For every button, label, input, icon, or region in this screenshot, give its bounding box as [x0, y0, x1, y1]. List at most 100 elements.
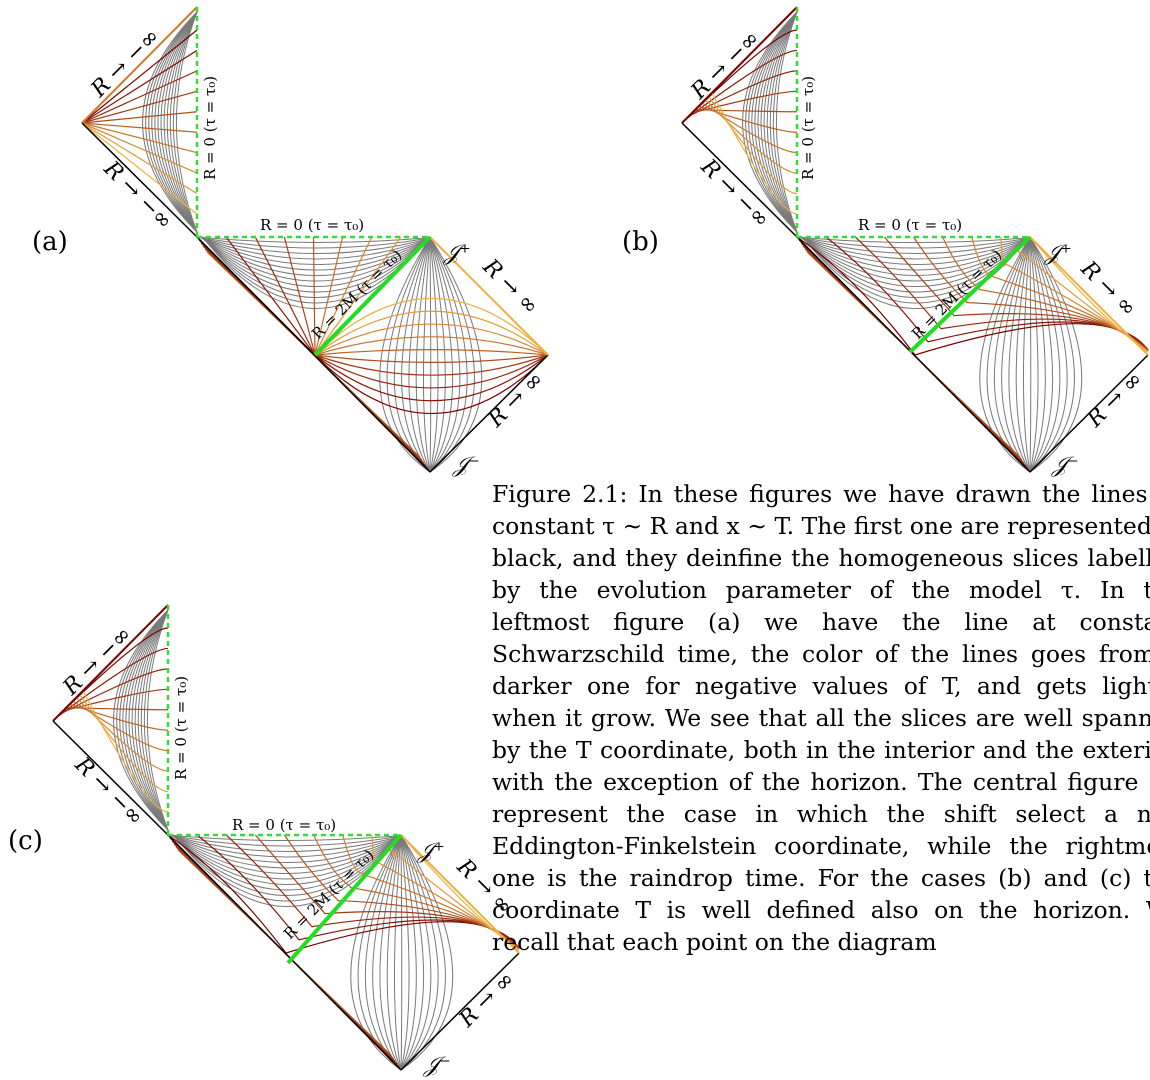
constant-tau-curve: [143, 609, 169, 831]
constant-t-curve: [81, 90, 198, 124]
panel-b-scri-plus: 𝒥⁺: [1044, 241, 1072, 266]
constant-tau-curve: [415, 236, 431, 473]
constant-tau-curve: [379, 834, 402, 1071]
constant-t-curve: [342, 834, 364, 874]
constant-t-curve: [284, 834, 339, 901]
constant-t-curve: [825, 236, 929, 343]
constant-tau-curve: [1029, 236, 1061, 473]
past-null-boundary: [796, 236, 1031, 473]
constant-t-curve: [314, 336, 549, 356]
constant-t-curve: [688, 70, 798, 117]
panel-a-r-inf-upper: R → ∞: [477, 254, 543, 320]
constant-t-curve: [314, 236, 402, 356]
constant-t-curve: [254, 236, 316, 356]
constant-tau-curve: [160, 11, 198, 233]
constant-tau-curve: [742, 11, 798, 233]
constant-t-curve: [313, 834, 352, 888]
constant-tau-curve: [979, 236, 1031, 473]
constant-t-curve: [704, 99, 798, 174]
constant-tau-curve: [166, 11, 198, 233]
constant-tau-curve: [429, 236, 446, 473]
constant-tau-curve: [169, 834, 399, 863]
constant-t-curve: [75, 697, 169, 772]
panel-c-r-inf-lower: R → ∞: [454, 967, 520, 1033]
past-null-boundary: [196, 236, 431, 473]
constant-tau-curve: [137, 609, 169, 831]
panel-b-scri-minus: 𝒥⁻: [1051, 453, 1079, 478]
constant-t-curve: [691, 90, 798, 114]
constant-tau-curve: [1029, 236, 1054, 473]
panel-b-label: (b): [622, 227, 659, 257]
panel-b: (b) R → −∞ R → −∞ R = 0 (τ = τ₀) R = 0 (…: [622, 6, 1149, 478]
constant-tau-curve: [400, 834, 432, 1071]
panel-a-label: (a): [32, 227, 68, 257]
panel-a-r-zero-horizontal: R = 0 (τ = τ₀): [260, 216, 364, 234]
constant-tau-curve: [1015, 236, 1031, 473]
constant-tau-curve: [798, 236, 1029, 254]
constant-tau-curve: [148, 11, 198, 233]
constant-t-curve: [796, 236, 916, 356]
constant-tau-curve: [401, 236, 431, 473]
constant-t-curve: [314, 236, 373, 356]
panel-c-label: (c): [8, 826, 43, 856]
constant-tau-curve: [429, 236, 468, 473]
constant-tau-curve: [1029, 236, 1039, 473]
constant-t-curve: [314, 354, 549, 389]
constant-t-curve: [314, 354, 549, 415]
constant-tau-curve: [200, 236, 426, 282]
constant-tau-curve: [172, 11, 198, 233]
constant-tau-curve: [170, 834, 398, 874]
panel-a-scri-minus: 𝒥⁻: [452, 453, 480, 478]
panel-c-scri-plus: 𝒥⁺: [417, 839, 445, 864]
panel-c: (c) R → −∞ R → −∞ R = 0 (τ = τ₀) R = 0 (…: [8, 604, 520, 1078]
constant-tau-curve: [157, 11, 198, 233]
panel-a: (a) R → −∞ R → −∞ R = 0 (τ = τ₀) R = 0 (…: [32, 6, 549, 478]
constant-tau-curve: [146, 609, 169, 831]
constant-tau-curve: [429, 236, 439, 473]
panel-c-r-zero-vertical: R = 0 (τ = τ₀): [172, 676, 190, 780]
constant-t-curve: [314, 236, 344, 356]
scri-minus-boundary: [1029, 354, 1149, 473]
constant-t-curve: [81, 122, 198, 215]
constant-tau-curve: [754, 11, 798, 233]
panel-b-r-inf-lower: R → ∞: [1082, 367, 1148, 433]
panel-c-r-neg-inf-upper: R → −∞: [58, 622, 137, 701]
constant-t-curve: [711, 92, 798, 215]
constant-tau-curve: [1008, 236, 1031, 473]
constant-tau-curve: [798, 236, 1028, 265]
constant-t-curve: [314, 354, 549, 402]
constant-tau-curve: [400, 834, 403, 1071]
constant-tau-curve: [199, 236, 427, 271]
constant-t-curve: [225, 236, 316, 356]
left-null-boundary-lower: [81, 122, 198, 238]
panel-c-scri-minus: 𝒥⁻: [423, 1053, 451, 1078]
constant-tau-curve: [757, 11, 798, 233]
past-null-boundary: [167, 834, 402, 1071]
constant-tau-curve: [1029, 236, 1046, 473]
panel-a-scri-plus: 𝒥⁺: [443, 241, 471, 266]
constant-tau-curve: [116, 609, 169, 831]
constant-tau-curve: [169, 834, 400, 852]
constant-t-curve: [81, 122, 198, 154]
constant-tau-curve: [171, 834, 397, 880]
constant-tau-curve: [800, 236, 1025, 293]
constant-t-curve: [79, 693, 169, 793]
constant-t-curve: [59, 668, 169, 715]
constant-tau-curve: [1001, 236, 1031, 473]
constant-tau-curve: [379, 236, 431, 473]
constant-tau-curve: [1029, 236, 1068, 473]
constant-tau-curve: [168, 834, 400, 847]
left-null-boundary-upper: [81, 6, 198, 124]
constant-tau-curve: [171, 834, 396, 891]
constant-tau-curve: [1029, 236, 1032, 473]
constant-t-curve: [314, 354, 549, 363]
panel-b-horizon-label: R = 2M (τ = τ₀): [908, 246, 1005, 343]
constant-tau-curve: [772, 11, 798, 233]
constant-tau-curve: [760, 11, 798, 233]
constant-tau-curve: [173, 834, 394, 907]
constant-t-curve: [254, 834, 326, 914]
constant-t-curve: [81, 122, 198, 174]
constant-tau-curve: [169, 834, 399, 858]
constant-tau-curve: [769, 11, 798, 233]
constant-tau-curve: [1022, 236, 1031, 473]
